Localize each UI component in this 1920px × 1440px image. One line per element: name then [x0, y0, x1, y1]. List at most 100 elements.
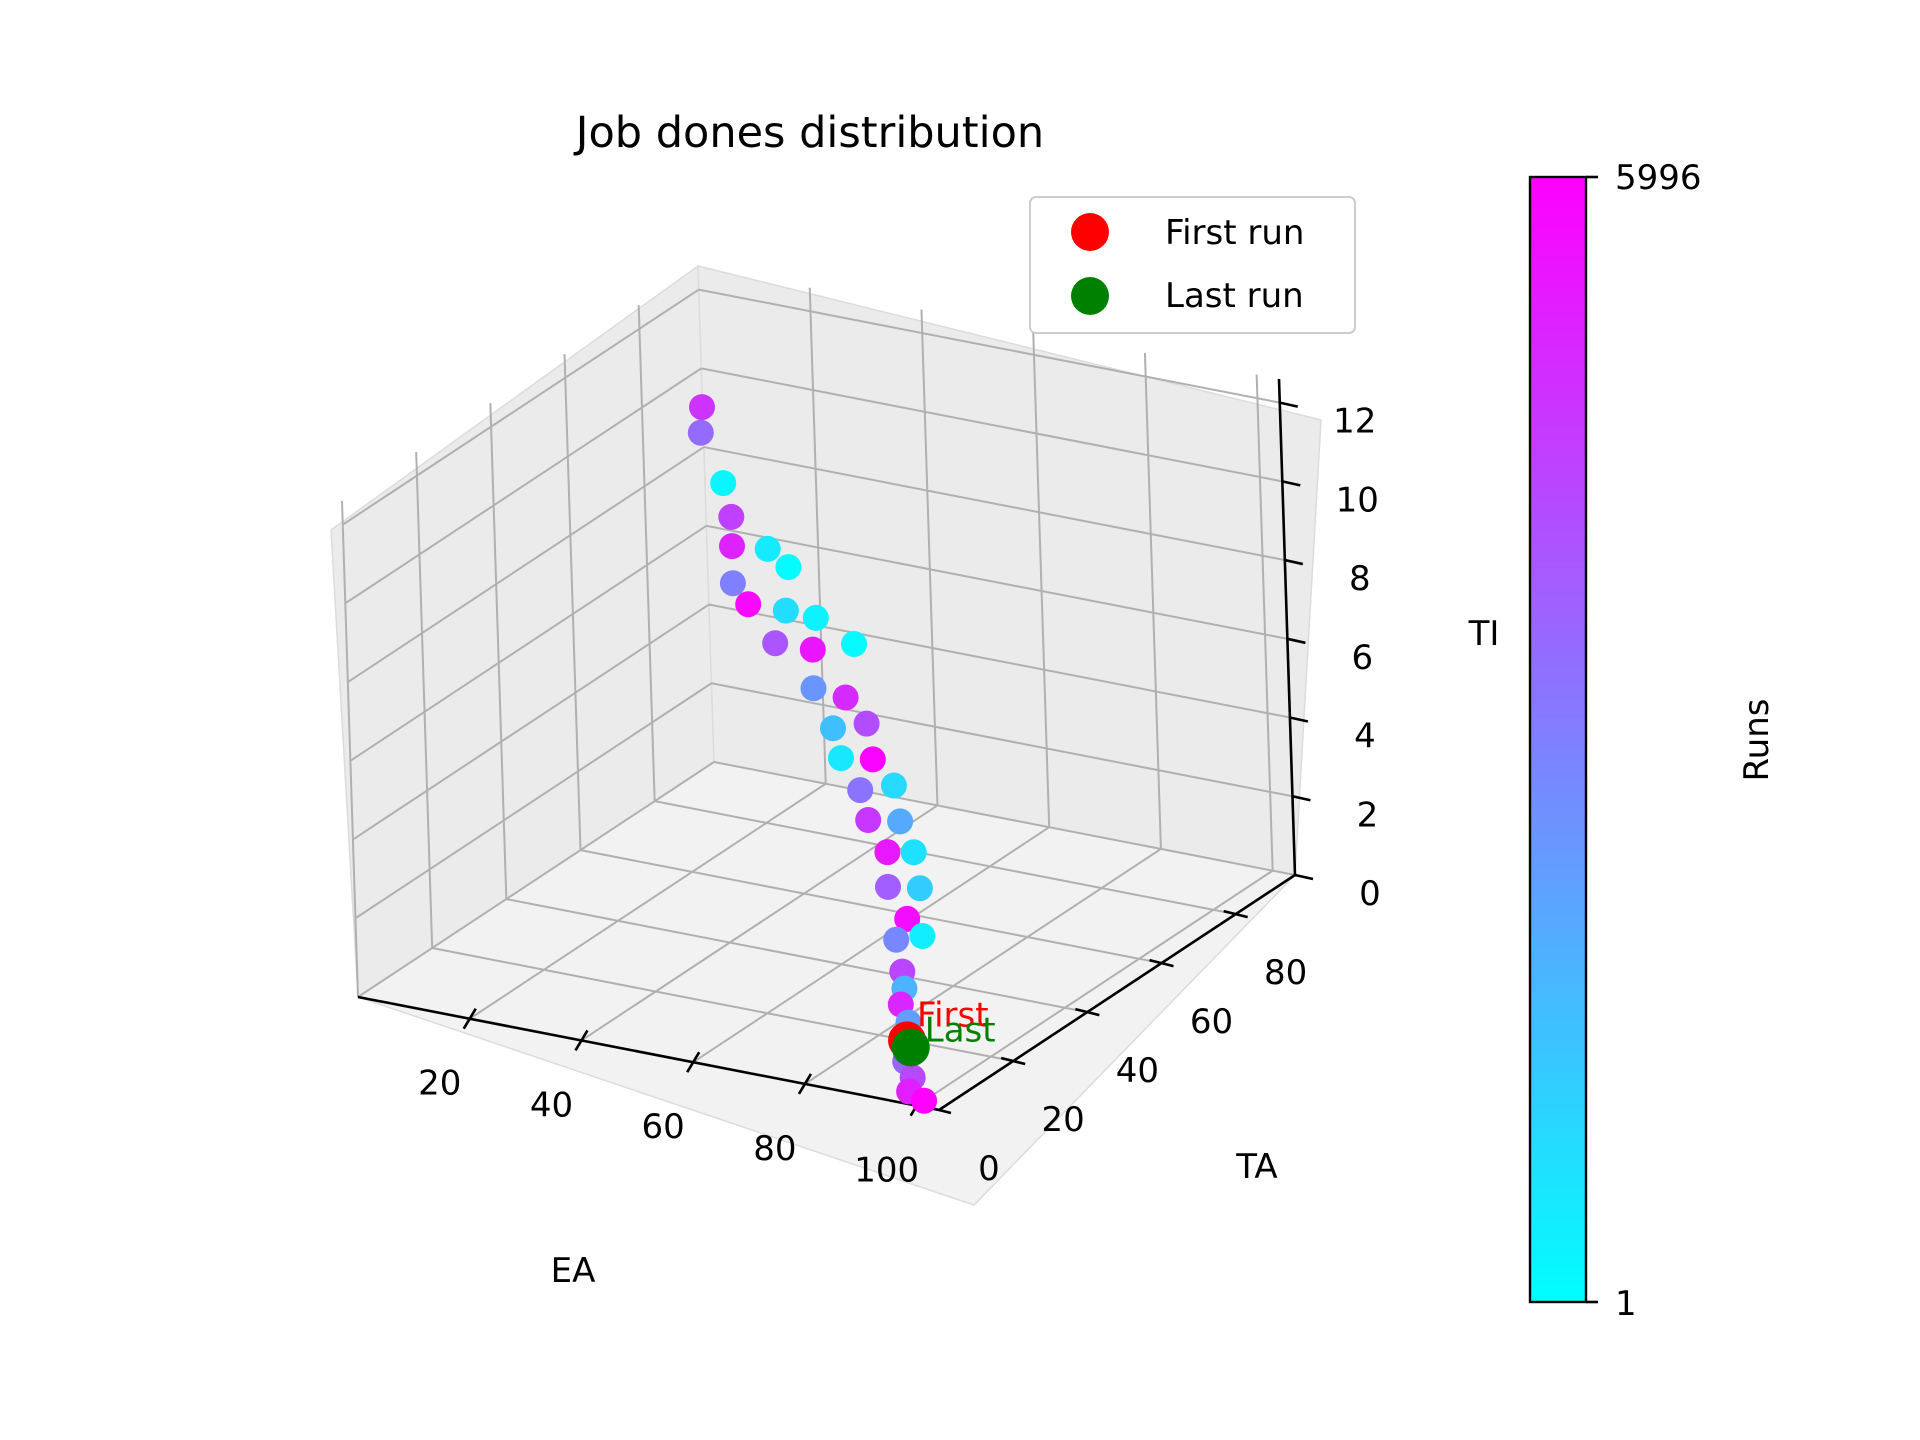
scatter-point [906, 875, 933, 902]
y-tick-mark [1149, 958, 1174, 968]
scatter-point [762, 630, 789, 657]
z-tick-label: 4 [1354, 717, 1376, 757]
z-tick-mark [1289, 716, 1309, 723]
z-tick-mark [1292, 795, 1311, 802]
z-tick-mark [1284, 558, 1304, 566]
grid-line-z [698, 288, 1280, 404]
scatter-point [847, 777, 874, 804]
grid-line-z [342, 288, 700, 526]
grid-line-z [354, 682, 713, 920]
scatter-point [689, 394, 715, 421]
grid-line-y [654, 800, 1236, 916]
last-run-marker [891, 1028, 930, 1067]
scatter-point [841, 631, 867, 657]
grid-line-y [637, 305, 656, 802]
y-tick-mark [1000, 1056, 1026, 1066]
z-axis-line [1277, 378, 1297, 876]
scatter-point [894, 905, 921, 932]
scatter-point [820, 715, 846, 742]
scatter-point [799, 636, 826, 663]
grid-line-x [1143, 352, 1162, 849]
x-tick-label: 80 [753, 1129, 796, 1169]
scatter-point [911, 1087, 938, 1114]
legend: First run Last run [1029, 196, 1356, 334]
axes [357, 378, 1314, 1117]
y-tick-label: 80 [1264, 953, 1307, 993]
z-tick-label: 8 [1349, 559, 1371, 599]
y-tick-label: 40 [1116, 1051, 1159, 1091]
legend-label-first-run: First run [1165, 213, 1304, 253]
scatter-point [853, 710, 880, 737]
scatter-point [719, 570, 746, 597]
grid-line-z [706, 524, 1288, 640]
grid-line-x [920, 309, 939, 806]
y-tick-mark [1223, 909, 1248, 919]
z-tick-mark [1282, 480, 1301, 487]
x-tick-mark [574, 1029, 589, 1052]
scatter-point [772, 597, 799, 624]
colorbar-bar [1528, 175, 1588, 1304]
grid-line-y [506, 898, 1088, 1014]
grid-line-z [352, 603, 710, 841]
scatter-point [874, 839, 901, 866]
run-markers [888, 1021, 930, 1067]
z-tick-mark [1287, 637, 1306, 645]
grid-line-z [701, 367, 1283, 483]
colorbar-min-label: 1 [1615, 1284, 1637, 1324]
scatter-point [735, 591, 762, 618]
grid-line-z [344, 367, 702, 605]
x-axis-line [357, 995, 940, 1112]
z-tick-label: 12 [1333, 402, 1376, 442]
x-tick-labels: 20 40 60 80 100 [418, 1064, 919, 1191]
z-tick-mark [1294, 873, 1314, 881]
legend-marker-first-run [1071, 213, 1109, 251]
x-tick-mark [462, 1008, 477, 1030]
scatter-point [875, 873, 901, 900]
grid-line-x [808, 287, 827, 784]
y-tick-mark [1075, 1007, 1100, 1017]
grid-line-y [415, 452, 434, 949]
scatter-point [802, 604, 829, 631]
grid-line-z [713, 761, 1296, 876]
z-tick-label: 0 [1359, 874, 1381, 914]
grid-line-z [347, 446, 705, 683]
scatter-point [775, 554, 802, 581]
z-tick-labels: 0 2 4 6 8 10 12 [1333, 402, 1381, 914]
scatter-point [880, 772, 907, 799]
scatter-point [710, 470, 737, 497]
colorbar-label: Runs [1737, 699, 1777, 782]
scatter-point [828, 745, 854, 772]
grid-line-x [1255, 374, 1274, 871]
legend-label-last-run: Last run [1165, 276, 1304, 316]
z-tick-label: 10 [1336, 480, 1379, 520]
scatter-point [832, 684, 859, 711]
scatter-point [687, 419, 714, 446]
legend-box [1029, 196, 1356, 334]
x-tick-label: 40 [530, 1085, 573, 1125]
y-axis-label: TA [1235, 1147, 1277, 1187]
scatter-point [719, 533, 745, 560]
x-tick-label: 100 [854, 1151, 919, 1191]
grid-line-y [580, 849, 1162, 965]
y-tick-labels: 0 20 40 60 80 [978, 953, 1307, 1189]
z-tick-label: 6 [1352, 638, 1374, 678]
x-tick-mark [797, 1073, 813, 1095]
scatter-point [909, 923, 936, 949]
y-tick-label: 0 [978, 1149, 1000, 1189]
x-tick-label: 20 [418, 1064, 461, 1104]
grid-line-x [1032, 331, 1051, 828]
scatter-point [800, 675, 827, 702]
grid-line-z [703, 446, 1286, 562]
z-axis-label: TI [1468, 614, 1500, 654]
grid-line-y [341, 500, 359, 998]
scatter-point [718, 503, 745, 530]
grid-line-z [357, 761, 715, 998]
x-tick-mark [686, 1051, 701, 1073]
colorbar: 5996 1 Runs [1528, 158, 1777, 1324]
scatter-point [900, 839, 927, 866]
last-run-annotation: Last [925, 1010, 996, 1050]
scatter-point [887, 808, 914, 835]
y-tick-label: 20 [1042, 1100, 1085, 1140]
z-tick-label: 2 [1357, 795, 1379, 835]
